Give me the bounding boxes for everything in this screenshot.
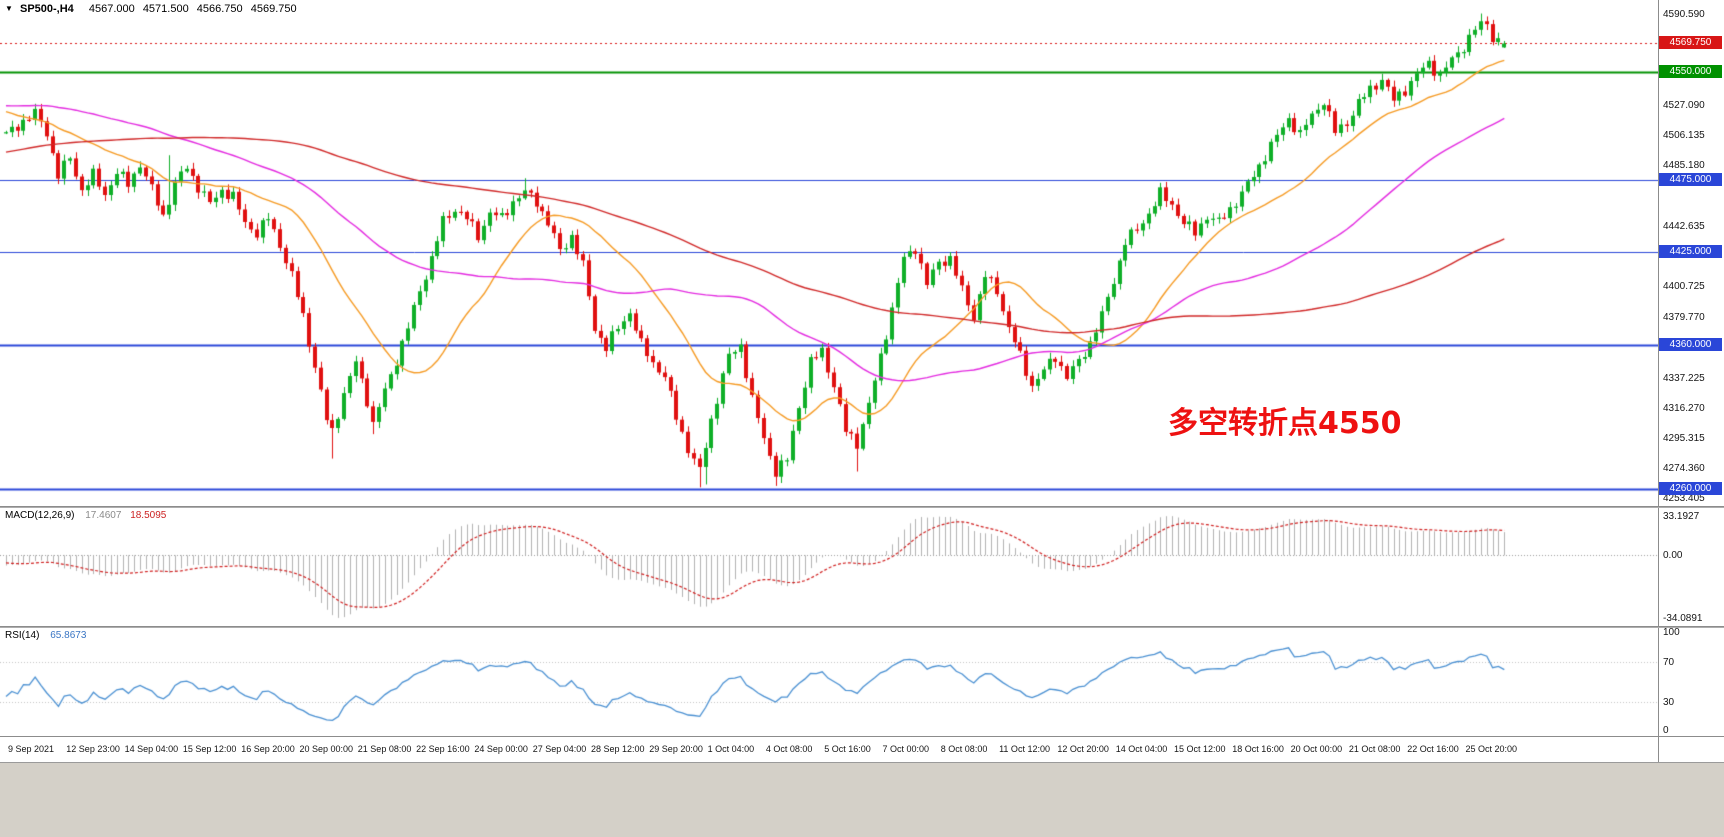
rsi-axis-70: 70 <box>1663 657 1675 668</box>
level-price-box: 4360.000 <box>1659 338 1722 351</box>
macd-signal-value: 18.5095 <box>130 510 167 521</box>
symbol-timeframe-label: SP500-,H4 <box>19 3 74 15</box>
price-axis-tick: 4527.090 <box>1663 99 1705 111</box>
price-axis[interactable]: 4590.590 4527.090 4506.135 4485.180 4442.635… <box>1659 0 1724 506</box>
time-axis-label: 18 Oct 16:00 <box>1232 744 1284 754</box>
candlestick-chart-canvas[interactable] <box>0 0 1658 506</box>
time-axis-label: 21 Sep 08:00 <box>357 744 412 754</box>
main-chart-plot: ▼ SP500-,H4 4567.000 4571.500 4566.750 4… <box>0 0 1659 506</box>
macd-axis-min: -34.0891 <box>1663 613 1703 624</box>
main-chart-pane: ▼ SP500-,H4 4567.000 4571.500 4566.750 4… <box>0 0 1724 506</box>
macd-pane: MACD(12,26,9) 17.4607 18.5095 33.1927 0.0… <box>0 508 1724 626</box>
rsi-value: 65.8673 <box>50 630 87 641</box>
rsi-axis-0: 0 <box>1663 725 1669 736</box>
time-axis-label: 22 Oct 16:00 <box>1407 744 1459 754</box>
macd-axis-zero: 0.00 <box>1663 550 1683 562</box>
time-axis-label: 1 Oct 04:00 <box>707 744 755 754</box>
price-axis-tick: 4253.405 <box>1663 493 1705 505</box>
macd-axis-max: 33.1927 <box>1663 511 1700 522</box>
time-axis-label: 15 Sep 12:00 <box>182 744 237 754</box>
time-axis-label: 20 Oct 00:00 <box>1290 744 1343 754</box>
rsi-label: RSI(14) 65.8673 <box>5 630 86 641</box>
price-axis-tick: 4316.270 <box>1663 402 1705 414</box>
time-axis-label: 27 Sep 04:00 <box>532 744 587 754</box>
price-axis-tick: 4485.180 <box>1663 160 1705 172</box>
ohlc-low: 4566.750 <box>196 3 243 15</box>
time-axis-label: 7 Oct 00:00 <box>882 744 930 754</box>
pane-splitter-macd[interactable] <box>0 506 1724 508</box>
price-axis-tick: 4337.225 <box>1663 372 1705 384</box>
level-price-box: 4475.000 <box>1659 172 1722 186</box>
ohlc-high: 4571.500 <box>142 3 189 15</box>
time-axis-row: 9 Sep 2021 12 Sep 23:00 14 Sep 04:00 15 Sep… <box>0 736 1724 762</box>
time-axis-label: 12 Oct 20:00 <box>1057 744 1109 754</box>
price-axis-tick: 4590.590 <box>1663 8 1705 20</box>
rsi-axis-100: 100 <box>1663 627 1680 638</box>
time-axis-label: 5 Oct 16:00 <box>824 744 871 754</box>
price-axis-tick: 4506.135 <box>1663 129 1705 141</box>
time-axis[interactable]: 9 Sep 2021 12 Sep 23:00 14 Sep 04:00 15 Sep… <box>0 737 1659 762</box>
time-axis-label: 4 Oct 08:00 <box>765 744 813 754</box>
price-axis-tick: 4379.770 <box>1663 311 1705 323</box>
price-axis-tick: 4400.725 <box>1663 281 1705 293</box>
rsi-pane: RSI(14) 65.8673 100 70 30 0 <box>0 627 1724 736</box>
time-axis-label: 15 Oct 12:00 <box>1174 744 1226 754</box>
level-price-box: 4260.000 <box>1659 481 1722 495</box>
rsi-axis-30: 30 <box>1663 697 1675 708</box>
time-axis-label: 29 Sep 20:00 <box>649 744 703 754</box>
time-axis-label: 16 Sep 20:00 <box>241 744 295 754</box>
price-axis-tick: 4274.360 <box>1663 463 1705 475</box>
macd-axis[interactable]: 33.1927 0.00 -34.0891 <box>1659 508 1724 626</box>
time-axis-label: 25 Oct 20:00 <box>1465 744 1518 754</box>
time-axis-label: 20 Sep 00:00 <box>299 744 354 754</box>
level-price-box: 4425.000 <box>1659 244 1722 258</box>
time-axis-label: 12 Sep 23:00 <box>66 744 120 754</box>
macd-main-value: 17.4607 <box>85 510 122 521</box>
price-axis-tick: 4442.635 <box>1663 221 1705 233</box>
rsi-canvas[interactable] <box>0 628 1658 736</box>
level-price-box: 4550.000 <box>1659 64 1722 78</box>
macd-plot: MACD(12,26,9) 17.4607 18.5095 <box>0 508 1659 626</box>
ohlc-close: 4569.750 <box>250 3 297 15</box>
annotation-turning-point: 多空转折点4550 <box>1168 406 1402 441</box>
time-axis-label: 14 Oct 04:00 <box>1115 744 1168 754</box>
time-axis-label: 21 Oct 08:00 <box>1348 744 1401 754</box>
pane-splitter-rsi[interactable] <box>0 626 1724 628</box>
time-axis-label: 22 Sep 16:00 <box>416 744 470 754</box>
price-axis-tick: 4295.315 <box>1663 432 1705 444</box>
time-axis-label: 9 Sep 2021 <box>8 744 55 754</box>
time-axis-label: 8 Oct 08:00 <box>940 744 988 754</box>
macd-label: MACD(12,26,9) 17.4607 18.5095 <box>5 510 166 521</box>
time-axis-label: 14 Sep 04:00 <box>124 744 179 754</box>
bottom-strip <box>0 762 1724 837</box>
macd-canvas[interactable] <box>0 508 1658 626</box>
current-price-box: 4569.750 <box>1659 36 1722 50</box>
rsi-plot: RSI(14) 65.8673 <box>0 628 1659 736</box>
chart-title: ▼ SP500-,H4 4567.000 4571.500 4566.750 4… <box>5 3 302 15</box>
time-axis-label: 11 Oct 12:00 <box>999 744 1050 754</box>
rsi-name: RSI(14) <box>5 630 40 641</box>
time-axis-label: 24 Sep 00:00 <box>474 744 528 754</box>
ohlc-open: 4567.000 <box>88 3 135 15</box>
rsi-axis[interactable]: 100 70 30 0 <box>1659 627 1724 736</box>
time-axis-corner <box>1659 737 1724 762</box>
chart-marker-icon: ▼ <box>5 4 13 13</box>
time-axis-label: 28 Sep 12:00 <box>591 744 645 754</box>
macd-name: MACD(12,26,9) <box>5 510 75 521</box>
